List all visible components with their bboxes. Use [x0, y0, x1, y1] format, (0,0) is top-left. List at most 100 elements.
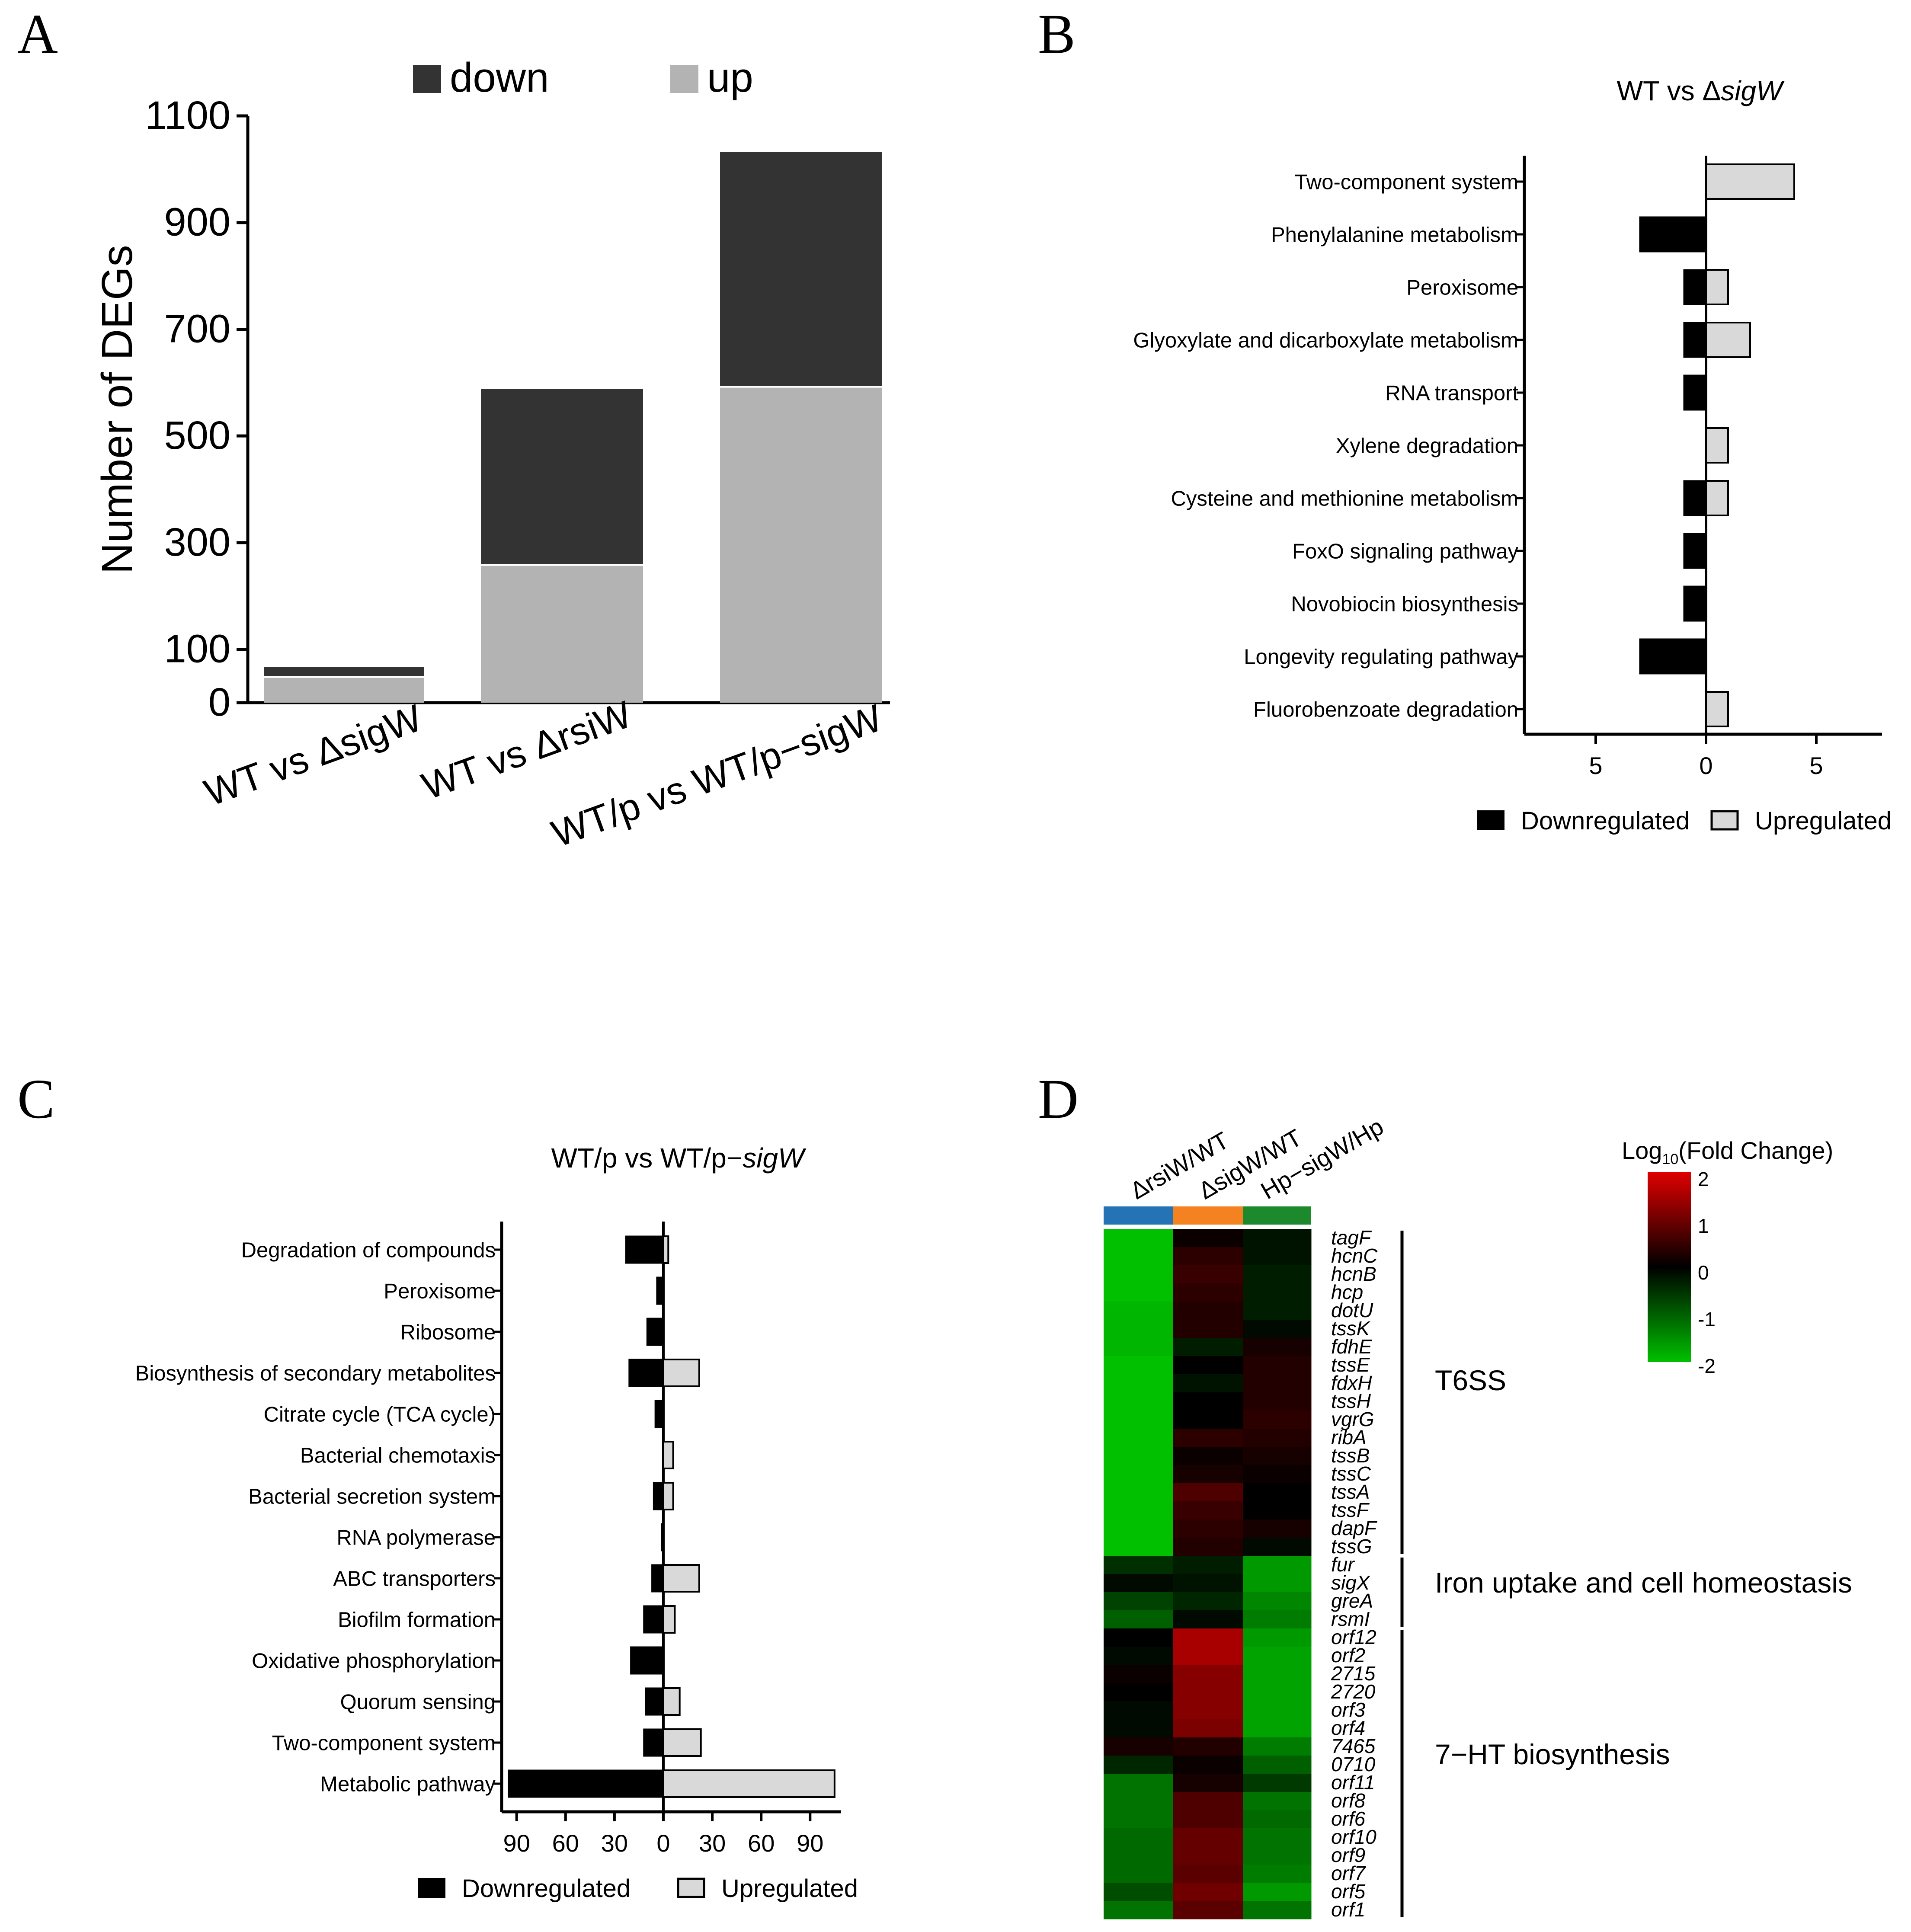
row-label: vgrG	[1331, 1408, 1374, 1430]
category-label: Citrate cycle (TCA cycle)	[264, 1403, 496, 1427]
heatmap-cell	[1243, 1229, 1312, 1247]
heatmap-cell	[1243, 1774, 1312, 1792]
legend-swatch-up	[670, 65, 698, 93]
heatmap-cell	[1243, 1447, 1312, 1465]
heatmap-cell	[1104, 1338, 1173, 1356]
heatmap-cell	[1173, 1538, 1243, 1556]
heatmap-cell	[1173, 1429, 1243, 1447]
row-label: orf1	[1331, 1898, 1365, 1921]
heatmap-cell	[1243, 1429, 1312, 1447]
heatmap-cell	[1243, 1665, 1312, 1683]
bar-downregulated	[625, 1235, 664, 1264]
legend-label-downregulated: Downregulated	[462, 1874, 631, 1903]
row-label: tssA	[1331, 1481, 1370, 1503]
heatmap-cell	[1173, 1447, 1243, 1465]
group-label: 7−HT biosynthesis	[1435, 1738, 1670, 1770]
heatmap-cell	[1173, 1283, 1243, 1302]
category-label: Phenylalanine metabolism	[1271, 224, 1518, 247]
heatmap-cell	[1243, 1392, 1312, 1411]
bar-downregulated	[643, 1605, 664, 1634]
legend-swatch-down	[413, 65, 441, 93]
panel-c-horizontal-bar-chart: WT/p vs WT/p−sigW 90 60 30 0 30 60 90 Degradatio…	[135, 1142, 858, 1903]
row-label: hcnC	[1331, 1244, 1378, 1267]
legend-label-downregulated: Downregulated	[1521, 807, 1690, 835]
column-color-bar	[1104, 1206, 1173, 1225]
bar-upregulated	[663, 1441, 674, 1469]
row-label: greA	[1331, 1590, 1373, 1612]
row-label: orf5	[1331, 1880, 1366, 1903]
legend-label-up: up	[707, 54, 753, 101]
bar-downregulated	[656, 1276, 664, 1305]
colorbar	[1648, 1172, 1691, 1362]
bar-down	[481, 389, 643, 565]
bar-down	[264, 667, 424, 677]
bar-upregulated	[1705, 427, 1729, 464]
column-color-bar	[1173, 1206, 1243, 1225]
heatmap-cell	[1173, 1247, 1243, 1266]
bar-downregulated	[661, 1523, 664, 1551]
bar-downregulated	[1683, 533, 1707, 569]
heatmap-cell	[1243, 1701, 1312, 1720]
panel-b-horizontal-bar-chart: WT vs ΔsigW 5 0 5 Two-component system Phenyl…	[1133, 75, 1892, 835]
heatmap-cell	[1104, 1501, 1173, 1520]
category-label: Longevity regulating pathway	[1244, 646, 1518, 669]
x-tick-label: 90	[797, 1830, 823, 1857]
heatmap-cell	[1243, 1647, 1312, 1665]
colorbar-tick-label: -1	[1698, 1308, 1716, 1331]
heatmap-cell	[1104, 1247, 1173, 1266]
bar-upregulated	[663, 1359, 700, 1387]
category-label: Metabolic pathway	[320, 1773, 496, 1796]
column-color-bar	[1243, 1206, 1311, 1225]
heatmap-cell	[1243, 1411, 1312, 1429]
category-label: Quorum sensing	[340, 1691, 496, 1714]
heatmap-cell	[1173, 1501, 1243, 1520]
x-tick-label: 5	[1809, 752, 1823, 779]
bar-upregulated	[663, 1687, 681, 1716]
heatmap-cell	[1173, 1665, 1243, 1683]
bar-upregulated	[663, 1728, 702, 1757]
panel-letter-d: D	[1038, 1068, 1079, 1130]
heatmap-cell	[1104, 1865, 1173, 1883]
heatmap-cell	[1104, 1374, 1173, 1393]
heatmap-cell	[1104, 1302, 1173, 1320]
y-tick-label: 100	[164, 627, 231, 671]
row-label: orf12	[1331, 1626, 1376, 1648]
bar-upregulated	[1705, 480, 1729, 516]
x-category-label: WT vs ΔsigW	[199, 696, 428, 814]
y-tick-label: 500	[164, 413, 231, 457]
heatmap-cell	[1104, 1846, 1173, 1865]
bar-upregulated	[1705, 691, 1729, 727]
legend-swatch-downregulated	[1477, 810, 1504, 830]
category-label: RNA transport	[1385, 382, 1518, 405]
category-label: RNA polymerase	[336, 1526, 496, 1550]
row-label: tssB	[1331, 1444, 1370, 1467]
legend-swatch-upregulated	[1710, 810, 1739, 831]
row-label: hcp	[1331, 1281, 1363, 1303]
heatmap-cell	[1104, 1320, 1173, 1338]
x-category-label: WT vs ΔrsiW	[416, 692, 637, 807]
bar-upregulated	[663, 1564, 700, 1593]
bar-upregulated	[1705, 322, 1751, 358]
legend-label-upregulated: Upregulated	[721, 1874, 858, 1903]
heatmap-cell	[1173, 1556, 1243, 1574]
row-label: orf8	[1331, 1789, 1366, 1812]
row-label: fur	[1331, 1553, 1355, 1576]
heatmap-cell	[1173, 1865, 1243, 1883]
heatmap-cell	[1243, 1610, 1312, 1629]
heatmap-cell	[1173, 1810, 1243, 1829]
panel-letter-c: C	[17, 1068, 55, 1130]
heatmap-cell	[1243, 1828, 1312, 1847]
chart-title-gene: sigW	[743, 1142, 807, 1174]
colorbar-tick-label: 0	[1698, 1261, 1709, 1284]
colorbar-title-log: Log	[1622, 1137, 1662, 1164]
heatmap-cell	[1173, 1392, 1243, 1411]
group-label: T6SS	[1435, 1364, 1506, 1396]
heatmap-cell	[1104, 1483, 1173, 1502]
y-axis-title: Number of DEGs	[93, 245, 141, 574]
heatmap-cell	[1173, 1229, 1243, 1247]
heatmap-cell	[1173, 1519, 1243, 1538]
heatmap-cell	[1173, 1828, 1243, 1847]
row-label: orf2	[1331, 1644, 1365, 1667]
row-label: orf7	[1331, 1862, 1366, 1884]
